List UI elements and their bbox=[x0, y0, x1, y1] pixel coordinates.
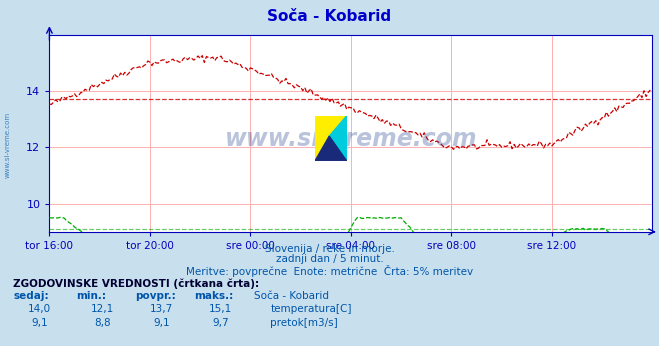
Text: Meritve: povprečne  Enote: metrične  Črta: 5% meritev: Meritve: povprečne Enote: metrične Črta:… bbox=[186, 265, 473, 277]
Text: 12,1: 12,1 bbox=[90, 304, 114, 315]
Text: 14,0: 14,0 bbox=[28, 304, 51, 315]
Text: 8,8: 8,8 bbox=[94, 318, 111, 328]
Text: Soča - Kobarid: Soča - Kobarid bbox=[254, 291, 329, 301]
Text: 9,1: 9,1 bbox=[31, 318, 48, 328]
Text: 9,7: 9,7 bbox=[212, 318, 229, 328]
Text: 15,1: 15,1 bbox=[209, 304, 233, 315]
Text: maks.:: maks.: bbox=[194, 291, 234, 301]
Text: www.si-vreme.com: www.si-vreme.com bbox=[5, 112, 11, 179]
Text: min.:: min.: bbox=[76, 291, 106, 301]
Text: pretok[m3/s]: pretok[m3/s] bbox=[270, 318, 338, 328]
Text: temperatura[C]: temperatura[C] bbox=[270, 304, 352, 315]
Text: povpr.:: povpr.: bbox=[135, 291, 176, 301]
Text: zadnji dan / 5 minut.: zadnji dan / 5 minut. bbox=[275, 254, 384, 264]
Text: www.si-vreme.com: www.si-vreme.com bbox=[225, 127, 477, 151]
Text: 9,1: 9,1 bbox=[153, 318, 170, 328]
Polygon shape bbox=[330, 116, 347, 161]
Polygon shape bbox=[315, 116, 347, 161]
Text: 13,7: 13,7 bbox=[150, 304, 173, 315]
Text: Soča - Kobarid: Soča - Kobarid bbox=[268, 9, 391, 24]
Text: Slovenija / reke in morje.: Slovenija / reke in morje. bbox=[264, 244, 395, 254]
Polygon shape bbox=[315, 136, 347, 161]
Text: ZGODOVINSKE VREDNOSTI (črtkana črta):: ZGODOVINSKE VREDNOSTI (črtkana črta): bbox=[13, 279, 259, 289]
Text: sedaj:: sedaj: bbox=[13, 291, 49, 301]
